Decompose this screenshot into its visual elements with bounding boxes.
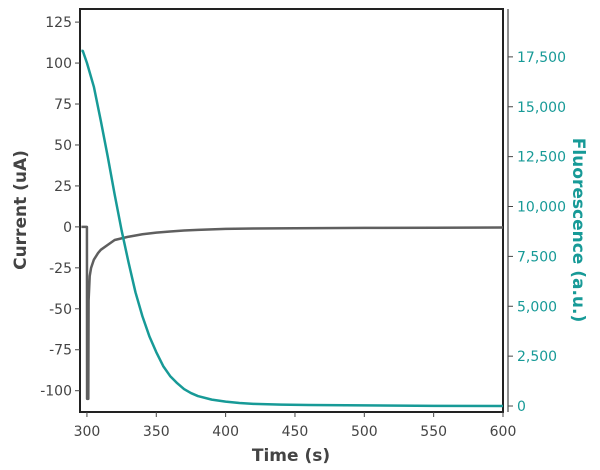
left-tick-label: -25 xyxy=(49,261,72,277)
left-tick-label: 125 xyxy=(45,15,72,31)
plot-frame xyxy=(79,8,504,413)
y-axis-title-right: Fluorescence (a.u.) xyxy=(568,138,588,323)
left-tick-label: -100 xyxy=(40,384,72,400)
right-tick-label: 10,000 xyxy=(517,200,566,216)
bottom-tick-label: 600 xyxy=(490,424,517,440)
bottom-tick-label: 350 xyxy=(143,424,170,440)
left-tick-label: 75 xyxy=(54,97,72,113)
right-tick-label: 5,000 xyxy=(517,299,557,315)
bottom-tick-label: 400 xyxy=(212,424,239,440)
right-tick-label: 15,000 xyxy=(517,100,566,116)
bottom-tick-label: 500 xyxy=(351,424,378,440)
x-axis-title: Time (s) xyxy=(252,446,330,466)
left-tick-label: 100 xyxy=(45,56,72,72)
right-tick-label: 0 xyxy=(517,399,526,415)
left-tick-label: 25 xyxy=(54,179,72,195)
right-axis-ticks: 17,500 15,000 12,500 10,000 7,500 5,000 2,500 0 xyxy=(508,50,566,415)
left-tick-label: 50 xyxy=(54,138,72,154)
left-tick-label: -75 xyxy=(49,343,72,359)
left-axis-ticks: 125 100 75 50 25 0 -25 -50 -75 -100 xyxy=(40,15,80,400)
left-tick-label: -50 xyxy=(49,302,72,318)
right-tick-label: 12,500 xyxy=(517,150,566,166)
bottom-axis-ticks: 300 350 400 450 500 550 600 xyxy=(74,412,517,440)
fluorescence-series-line xyxy=(81,49,504,408)
bottom-tick-label: 300 xyxy=(74,424,101,440)
bottom-tick-label: 450 xyxy=(282,424,309,440)
bottom-tick-label: 550 xyxy=(420,424,447,440)
right-tick-label: 17,500 xyxy=(517,50,566,66)
right-tick-label: 2,500 xyxy=(517,349,557,365)
left-tick-label: 0 xyxy=(63,220,72,236)
y-axis-title-left: Current (uA) xyxy=(11,150,31,270)
current-series-line xyxy=(81,225,504,401)
right-tick-label: 7,500 xyxy=(517,249,557,265)
series-layer xyxy=(81,49,504,408)
